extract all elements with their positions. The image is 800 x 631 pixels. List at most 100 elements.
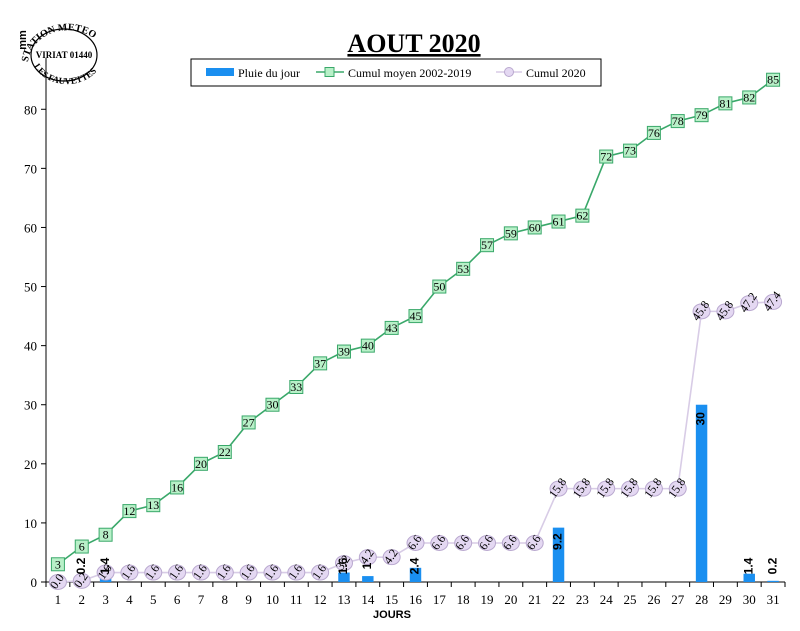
x-tick-label: 16: [409, 592, 423, 607]
x-tick-label: 30: [743, 592, 756, 607]
average-cumulative-point: [265, 397, 280, 412]
average-cumulative-label: 53: [457, 262, 469, 276]
cumulative-2020-label: 0.0: [47, 571, 67, 591]
average-cumulative-label: 60: [529, 220, 541, 234]
cumulative-2020-point: [311, 564, 330, 581]
cumulative-2020-label: 1.6: [261, 562, 281, 582]
x-tick-label: 14: [361, 592, 375, 607]
average-cumulative-label: 82: [743, 90, 755, 104]
legend-label-daily-rain: Pluie du jour: [238, 66, 300, 80]
rain-bar: [362, 576, 374, 582]
cumulative-2020-label: 47.4: [760, 289, 784, 314]
cumulative-2020-label: 6.6: [500, 532, 520, 552]
x-tick-label: 7: [198, 592, 205, 607]
average-cumulative-point: [336, 344, 351, 359]
rain-bar: [338, 572, 350, 582]
legend-item-average-cumulative: Cumul moyen 2002-2019: [316, 66, 471, 80]
rain-bar: [767, 580, 779, 582]
cumulative-2020-label: 15.8: [641, 475, 665, 500]
cumulative-2020-point: [382, 549, 401, 566]
cumulative-2020-point: [120, 564, 139, 581]
average-cumulative-point: [527, 220, 542, 235]
y-axis: 0 10 20 30 40 50 60 70 80: [24, 58, 47, 590]
legend-swatch-bar: [206, 68, 234, 76]
x-axis: 1 2 3 4 5 6 7 8 9 10 11 12 13 14 15 16 17 18 19 20 21 22 23 24 2…: [45, 581, 786, 607]
cumulative-2020-label: 1.6: [238, 562, 258, 582]
average-cumulative-point: [766, 72, 781, 87]
cumulative-2020-label: 4.2: [381, 546, 401, 566]
x-tick-label: 20: [504, 592, 517, 607]
cumulative-2020-point: [263, 564, 282, 581]
cumulative-2020-point: [740, 295, 759, 312]
average-cumulative-label: 33: [290, 380, 302, 394]
average-cumulative-point: [241, 415, 256, 430]
cumulative-2020-point: [764, 293, 783, 310]
x-tick-label: 25: [624, 592, 637, 607]
average-cumulative-series: 3 6 8 12 13 16 20 22 27 30 33 37 39 40 43 45 50 53 57 59 60 6…: [50, 72, 781, 572]
average-cumulative-label: 40: [362, 339, 374, 353]
average-cumulative-point: [670, 114, 685, 129]
cumulative-2020-label: 6.6: [428, 532, 448, 552]
cumulative-2020-label: 1.6: [309, 562, 329, 582]
cumulative-2020-point: [191, 564, 210, 581]
x-tick-label: 26: [647, 592, 661, 607]
average-cumulative-point: [646, 125, 661, 140]
cumulative-2020-label: 15.8: [570, 475, 594, 500]
average-cumulative-label: 13: [147, 498, 159, 512]
x-tick-label: 10: [266, 592, 279, 607]
legend-swatch-circle: [504, 67, 514, 77]
legend-swatch-square: [324, 67, 335, 77]
cumulative-2020-label: 47.2: [736, 290, 760, 315]
x-tick-label: 8: [222, 592, 229, 607]
daily-rain-labels: 0.2 1.4 1.6 1 2.4 9.2 30 1.4 0.2: [74, 412, 779, 575]
cumulative-2020-point: [621, 480, 640, 497]
cumulative-2020-label: 1.6: [214, 562, 234, 582]
average-cumulative-point: [718, 96, 733, 111]
cumulative-2020-label: 15.8: [546, 475, 570, 500]
average-cumulative-label: 76: [648, 126, 660, 140]
cumulative-2020-point: [454, 535, 473, 551]
cumulative-2020-point: [644, 480, 663, 497]
x-tick-label: 18: [457, 592, 470, 607]
cumulative-2020-label: 15.8: [665, 475, 689, 500]
average-cumulative-point: [360, 338, 375, 353]
average-cumulative-label: 81: [719, 96, 731, 110]
average-cumulative-label: 16: [171, 480, 183, 494]
legend: Pluie du jour Cumul moyen 2002-2019 Cumu…: [190, 58, 602, 87]
cumulative-2020-label: 6.6: [524, 532, 544, 552]
y-tick-label: 40: [24, 339, 37, 354]
y-tick-label: 60: [24, 220, 37, 235]
cumulative-2020-point: [48, 574, 67, 590]
cumulative-2020-point: [215, 564, 234, 581]
cumulative-2020-point: [478, 535, 497, 551]
cumulative-2020-label: 15.8: [593, 475, 617, 500]
average-cumulative-label: 39: [338, 345, 350, 359]
average-cumulative-point: [503, 226, 518, 241]
x-tick-label: 22: [552, 592, 565, 607]
average-cumulative-label: 37: [314, 356, 326, 370]
x-tick-label: 4: [126, 592, 133, 607]
average-cumulative-point: [50, 557, 65, 572]
average-cumulative-label: 85: [767, 73, 779, 87]
rain-bar-label: 2.4: [408, 557, 422, 574]
average-cumulative-label: 73: [624, 144, 636, 158]
cumulative-2020-point: [430, 535, 449, 551]
average-cumulative-label: 6: [79, 540, 85, 554]
cumulative-2020-point: [287, 564, 306, 581]
x-tick-label: 21: [528, 592, 541, 607]
average-cumulative-point: [289, 380, 304, 394]
x-tick-label: 12: [314, 592, 327, 607]
y-tick-label: 70: [24, 161, 37, 176]
rain-bar-label: 0.2: [74, 557, 88, 574]
rain-bar-label: 1.4: [741, 557, 755, 574]
average-cumulative-point: [432, 279, 447, 294]
x-tick-label: 31: [767, 592, 780, 607]
x-tick-label: 6: [174, 592, 181, 607]
average-cumulative-label: 12: [123, 504, 135, 518]
x-tick-label: 11: [290, 592, 303, 607]
x-tick-label: 24: [600, 592, 614, 607]
rain-bar: [552, 527, 565, 582]
legend-item-daily-rain: Pluie du jour: [206, 66, 300, 80]
average-cumulative-label: 30: [266, 398, 278, 412]
